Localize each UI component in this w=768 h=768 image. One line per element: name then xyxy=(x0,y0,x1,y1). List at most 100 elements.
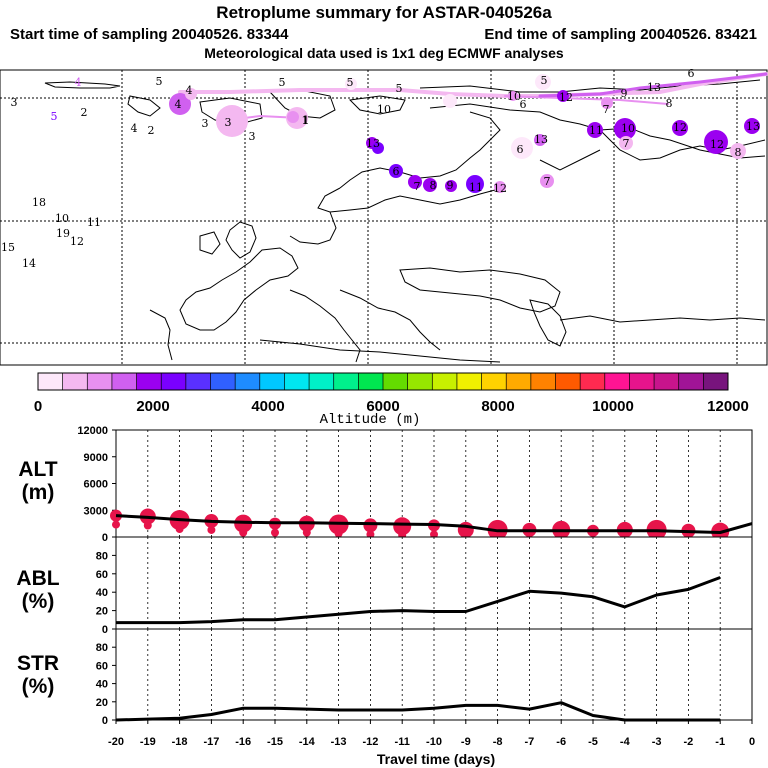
x-axis-label: Travel time (days) xyxy=(377,751,495,767)
x-tick-label: -11 xyxy=(395,736,410,748)
alt-scatter-point xyxy=(175,525,184,534)
alt-scatter-point xyxy=(302,528,311,537)
colorbar-swatch xyxy=(456,373,483,390)
map-day-label: 8 xyxy=(735,146,742,159)
map-day-label: 7 xyxy=(603,103,610,116)
map-day-label: 5 xyxy=(156,75,163,88)
x-tick-label: -1 xyxy=(715,736,725,748)
abl-ytick-label: 40 xyxy=(96,587,108,599)
x-tick-label: -8 xyxy=(493,736,503,748)
plume-circle xyxy=(534,134,546,146)
x-tick-label: 0 xyxy=(749,736,755,748)
colorbar-swatch xyxy=(87,373,113,390)
plume-circle xyxy=(443,94,457,108)
colorbar-swatch xyxy=(703,373,729,390)
map-day-label: 6 xyxy=(520,98,527,111)
map-day-label: 10 xyxy=(55,212,69,225)
map-day-label: 3 xyxy=(11,96,18,109)
colorbar-swatch xyxy=(407,373,433,390)
map-day-label: 10 xyxy=(621,122,635,135)
plume-circle xyxy=(389,164,403,178)
colorbar-tick-label: 0 xyxy=(34,398,42,415)
plume-circle xyxy=(466,175,484,193)
plume-circle xyxy=(704,130,728,154)
colorbar-tick-label: 6000 xyxy=(366,398,399,415)
map-day-label: 5 xyxy=(541,74,548,87)
plume-circle xyxy=(216,105,248,137)
colorbar-swatch xyxy=(235,373,261,390)
map-day-label: 12 xyxy=(673,121,687,134)
map-day-label: 13 xyxy=(746,120,760,133)
figure-title: Retroplume summary for ASTAR-040526a xyxy=(216,3,552,22)
map-day-label: 12 xyxy=(559,91,573,104)
x-tick-label: -17 xyxy=(203,736,219,748)
colorbar-swatch xyxy=(530,373,556,390)
plume-circle xyxy=(372,142,384,154)
colorbar-swatch xyxy=(580,373,606,390)
plume-circle xyxy=(408,175,422,189)
colorbar-swatch xyxy=(654,373,680,390)
map-day-label: 6 xyxy=(688,67,695,80)
map-day-label: 7 xyxy=(544,175,551,188)
alt-scatter-point xyxy=(393,517,412,536)
alt-ytick-label: 6000 xyxy=(84,479,108,491)
map-day-label: 14 xyxy=(22,257,36,270)
map-day-label: 18 xyxy=(32,196,46,209)
alt-scatter-point xyxy=(430,530,438,539)
x-tick-label: -2 xyxy=(684,736,694,748)
alt-scatter-point xyxy=(112,520,120,529)
x-tick-label: -16 xyxy=(235,736,251,748)
map-day-label: 11 xyxy=(589,124,603,137)
str-ytick-label: 60 xyxy=(96,660,108,672)
map-day-label: 2 xyxy=(148,124,155,137)
met-data-label: Meteorological data used is 1x1 deg ECMW… xyxy=(204,45,564,61)
altitude-colorbar: 0 2000 4000 6000 8000 10000 12000 xyxy=(34,372,749,415)
x-tick-label: -3 xyxy=(652,736,662,748)
map-day-label: 11 xyxy=(87,216,101,229)
plume-circle xyxy=(619,136,633,150)
colorbar-swatch xyxy=(210,373,236,390)
alt-scatter-point xyxy=(334,529,343,538)
colorbar-swatch xyxy=(284,373,310,390)
colorbar-swatch xyxy=(161,373,187,390)
x-tick-label: -7 xyxy=(525,736,535,748)
map-day-label: 1 xyxy=(302,114,309,127)
map-day-label: 11 xyxy=(469,181,483,194)
colorbar-tick-label: 12000 xyxy=(707,398,749,415)
str-ytick-label: 80 xyxy=(96,642,108,654)
x-tick-label: -19 xyxy=(140,736,156,748)
x-tick-label: -10 xyxy=(426,736,442,748)
alt-scatter-point xyxy=(363,518,378,533)
colorbar-swatch xyxy=(136,373,162,390)
x-tick-label: -20 xyxy=(108,736,124,748)
plume-circle xyxy=(587,122,603,138)
colorbar-swatch xyxy=(432,373,458,390)
colorbar-swatch xyxy=(62,373,88,390)
map-day-label: 6 xyxy=(393,165,400,178)
colorbar-tick-label: 10000 xyxy=(592,398,634,415)
map-trajectories xyxy=(178,72,768,121)
map-day-label: 8 xyxy=(666,97,673,110)
plume-circle xyxy=(169,93,191,115)
abl-ytick-label: 0 xyxy=(102,624,108,636)
abl-ytick-label: 80 xyxy=(96,550,108,562)
map-day-label: 8 xyxy=(430,179,437,192)
colorbar-swatch xyxy=(604,373,630,390)
map-day-label: 13 xyxy=(366,137,380,150)
map-day-label: 13 xyxy=(647,81,661,94)
abl-series-line xyxy=(116,576,721,625)
map-day-label: 2 xyxy=(81,106,88,119)
colorbar-swatch xyxy=(383,373,409,390)
str-panel-label-line2: (%) xyxy=(22,675,55,698)
colorbar-swatch xyxy=(185,373,211,390)
colorbar-swatch xyxy=(358,373,384,390)
x-tick-label: -4 xyxy=(620,736,631,748)
plume-circle xyxy=(445,180,457,192)
x-tick-label: -6 xyxy=(556,736,566,748)
map-day-label: 3 xyxy=(202,117,209,130)
time-series-panels: 030006000900012000020406080020406080-20-… xyxy=(77,425,755,748)
alt-scatter-point xyxy=(271,528,279,537)
plume-circle xyxy=(494,181,506,193)
map-day-label: 4 xyxy=(131,122,138,135)
